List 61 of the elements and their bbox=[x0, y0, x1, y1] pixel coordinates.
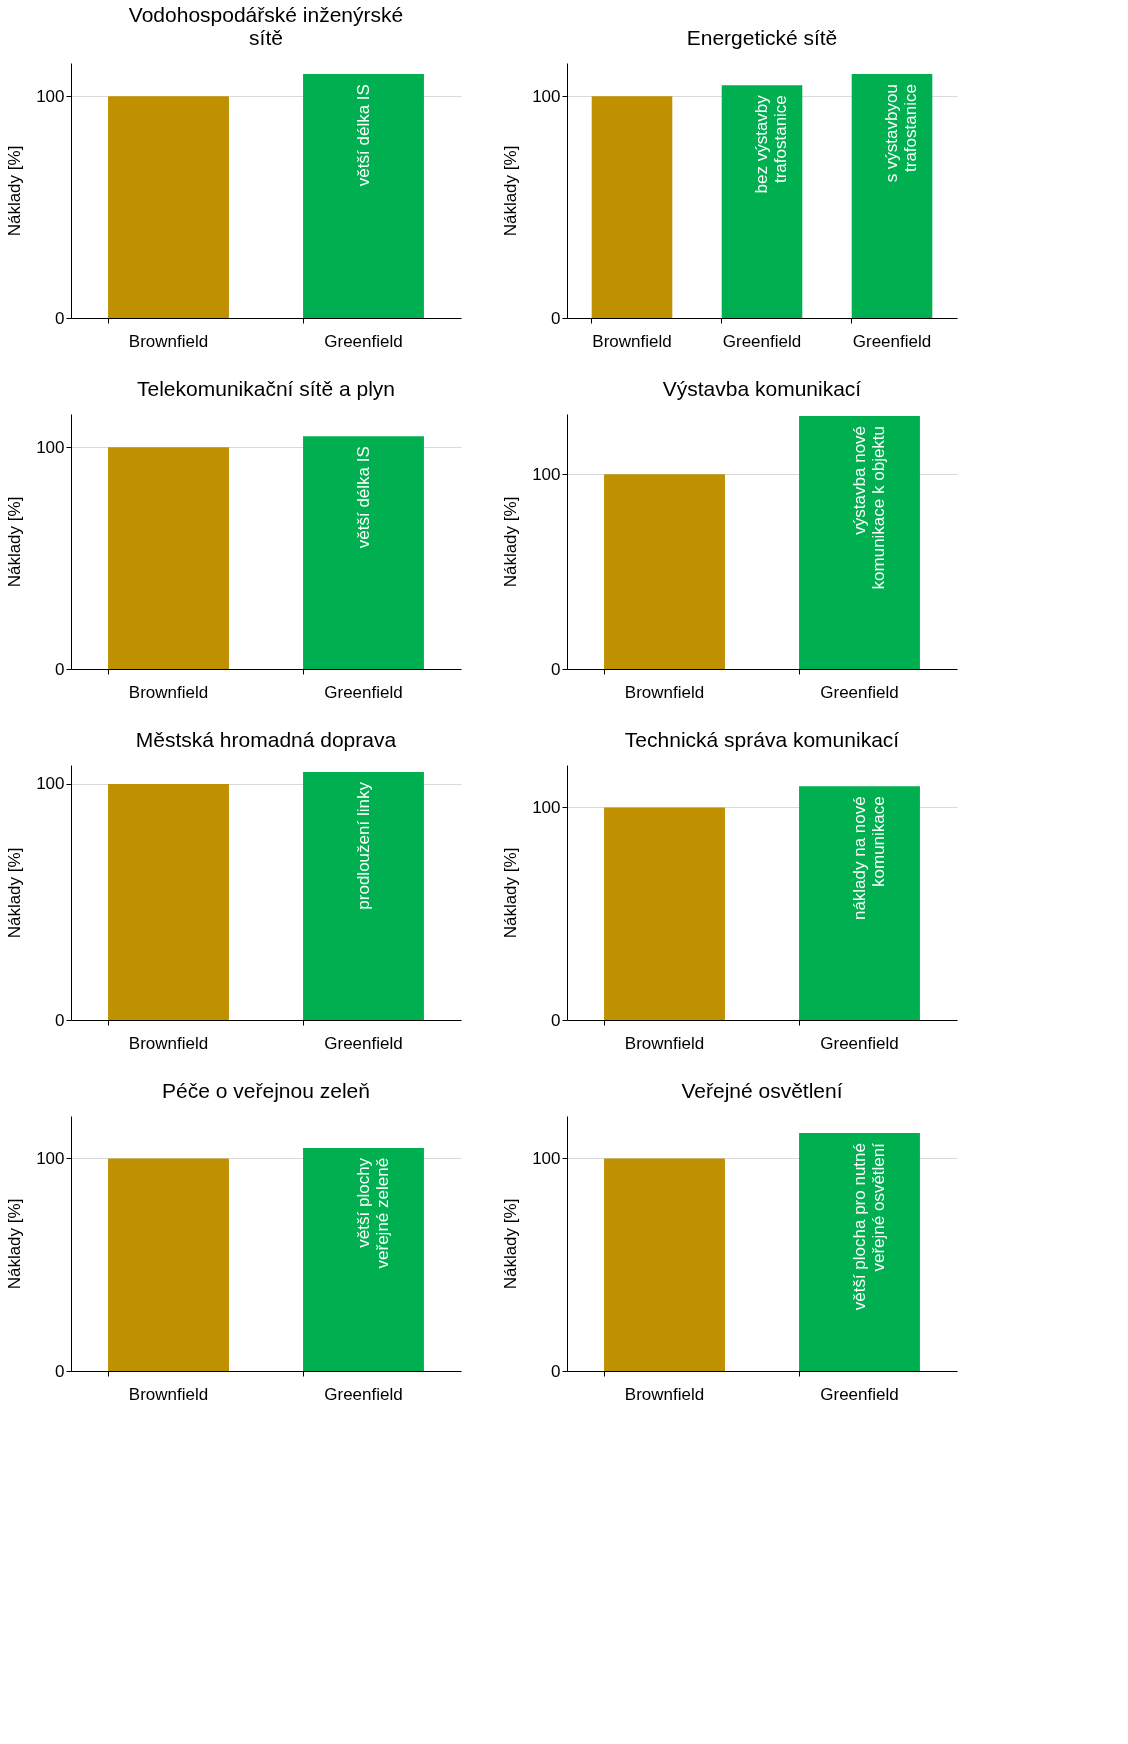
chart-title: Péče o veřejnou zeleň bbox=[162, 1079, 370, 1102]
chart-title: Technická správa komunikací bbox=[624, 728, 900, 751]
x-tick-label: Greenfield bbox=[820, 1033, 899, 1053]
x-tick-label: Greenfield bbox=[324, 682, 403, 702]
chart-title: Vodohospodářské inženýrské sítě bbox=[128, 3, 404, 49]
bar bbox=[851, 74, 933, 318]
data-label: větší délka IS bbox=[353, 446, 373, 549]
x-tick-label: Brownfield bbox=[128, 1384, 209, 1404]
x-tick-label: Brownfield bbox=[624, 1384, 705, 1404]
y-tick-label: 0 bbox=[551, 659, 561, 679]
y-axis-title: Náklady [%] bbox=[501, 496, 521, 588]
y-axis-title: Náklady [%] bbox=[501, 847, 521, 939]
data-label: s výstavbyou trafostanice bbox=[882, 84, 920, 183]
bar bbox=[721, 85, 803, 318]
y-tick-label: 0 bbox=[551, 1361, 561, 1381]
y-tick-label: 100 bbox=[532, 464, 561, 484]
y-tick-label: 100 bbox=[532, 1149, 561, 1168]
data-label: bez výstavby trafostanice bbox=[752, 94, 790, 194]
y-tick-label: 0 bbox=[55, 659, 65, 679]
y-tick-label: 100 bbox=[36, 86, 65, 106]
x-tick-label: Greenfield bbox=[324, 1033, 403, 1053]
y-axis-title: Náklady [%] bbox=[5, 496, 25, 588]
chart-title: Veřejné osvětlení bbox=[681, 1079, 843, 1102]
y-tick-label: 0 bbox=[551, 1010, 561, 1030]
y-tick-label: 0 bbox=[55, 1010, 65, 1030]
y-axis-title: Náklady [%] bbox=[5, 1198, 25, 1290]
x-tick-label: Brownfield bbox=[128, 682, 209, 702]
y-tick-label: 0 bbox=[55, 1361, 65, 1381]
x-tick-label: Brownfield bbox=[624, 682, 705, 702]
bar bbox=[591, 96, 673, 318]
data-label: prodloužení linky bbox=[353, 781, 373, 910]
data-label: větší plocha pro nutné veřejné osvětlení bbox=[849, 1142, 888, 1311]
x-tick-label: Greenfield bbox=[820, 682, 899, 702]
data-label: náklady na nové komunikace bbox=[849, 796, 888, 921]
x-tick-label: Greenfield bbox=[820, 1384, 899, 1404]
y-tick-label: 100 bbox=[532, 798, 561, 817]
x-tick-label: Greenfield bbox=[324, 1384, 403, 1404]
data-label: větší plochy veřejné zeleně bbox=[353, 1157, 392, 1269]
y-axis-title: Náklady [%] bbox=[501, 145, 521, 237]
y-tick-label: 100 bbox=[36, 1149, 65, 1168]
x-tick-label: Brownfield bbox=[128, 1033, 209, 1053]
y-tick-label: 100 bbox=[532, 86, 561, 106]
y-tick-label: 0 bbox=[55, 308, 65, 328]
y-axis-title: Náklady [%] bbox=[5, 145, 25, 237]
chart-title: Městská hromadná doprava bbox=[135, 728, 397, 751]
x-tick-label: Greenfield bbox=[324, 331, 403, 351]
y-tick-label: 0 bbox=[551, 308, 561, 328]
chart-title: Energetické sítě bbox=[686, 26, 838, 49]
x-tick-label: Brownfield bbox=[624, 1033, 705, 1053]
y-axis-title: Náklady [%] bbox=[501, 1198, 521, 1290]
chart-title: Telekomunikační sítě a plyn bbox=[137, 377, 395, 400]
data-label: větší délka IS bbox=[353, 84, 373, 187]
x-tick-label: Brownfield bbox=[128, 331, 209, 351]
x-tick-label: Greenfield bbox=[852, 331, 932, 351]
x-tick-label: Greenfield bbox=[722, 331, 802, 351]
y-tick-label: 100 bbox=[36, 774, 65, 794]
x-tick-label: Brownfield bbox=[592, 331, 672, 351]
y-tick-label: 100 bbox=[36, 437, 65, 457]
y-axis-title: Náklady [%] bbox=[5, 847, 25, 939]
chart-title: Výstavba komunikací bbox=[662, 377, 862, 400]
data-label: výstavba nové komunikace k objektu bbox=[849, 425, 888, 590]
